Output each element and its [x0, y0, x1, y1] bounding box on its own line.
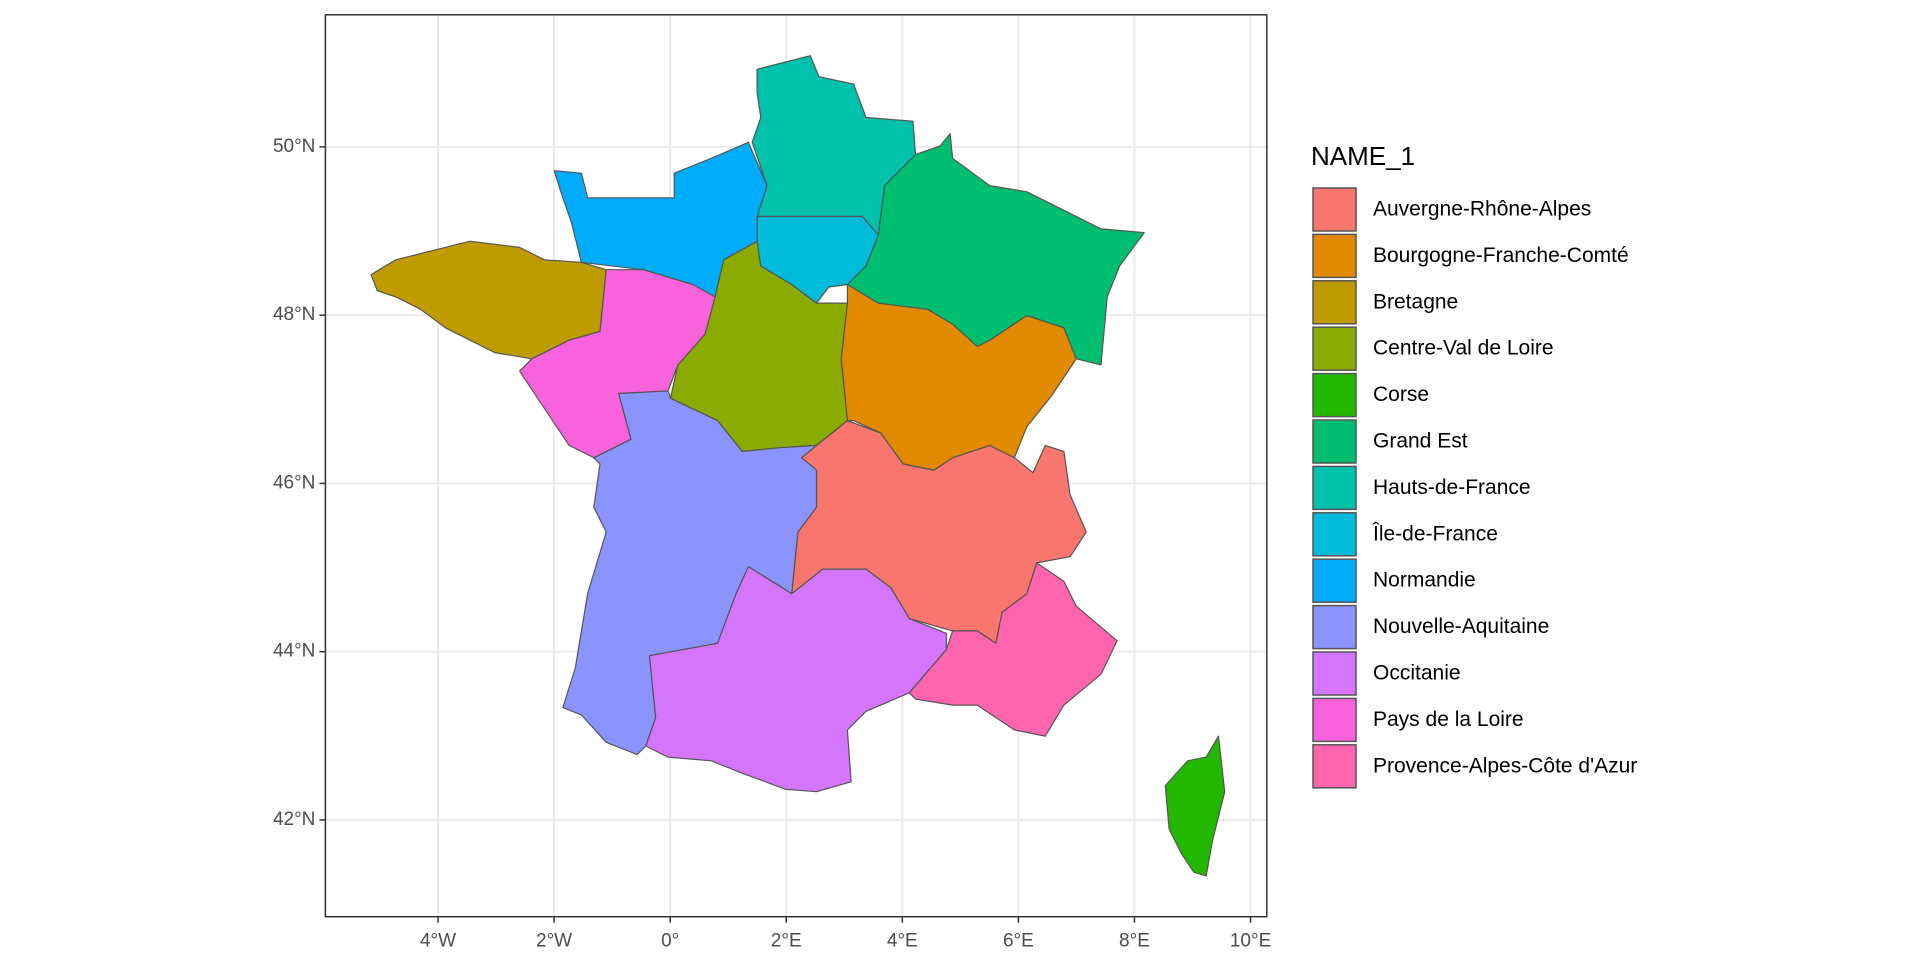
legend-label: Île-de-France: [1372, 522, 1498, 545]
legend-key: [1312, 604, 1357, 650]
legend-label: Centre-Val de Loire: [1373, 337, 1554, 360]
legend-key: [1312, 326, 1357, 371]
x-tick-label: 6°E: [1003, 931, 1034, 952]
region: [908, 562, 1118, 737]
x-tick-label: 2°W: [536, 931, 572, 952]
y-tick-label: 44°N: [273, 641, 315, 662]
x-tick-label: 4°E: [887, 931, 918, 952]
x-tick-label: 4°W: [420, 931, 456, 952]
legend-key: [1312, 697, 1357, 743]
legend-label: Normandie: [1373, 569, 1476, 592]
legend-key: [1312, 280, 1357, 325]
x-tick-label: 10°E: [1230, 931, 1271, 952]
legend-key: [1312, 558, 1357, 603]
panel-border: [324, 14, 1268, 918]
region: [518, 269, 716, 459]
y-tick-label: 50°N: [273, 136, 315, 157]
legend-label: Grand Est: [1373, 430, 1468, 453]
legend-label: Auvergne-Rhône-Alpes: [1373, 198, 1591, 221]
region: [645, 565, 948, 793]
region: [1164, 735, 1226, 877]
x-tick-label: 8°E: [1119, 931, 1150, 952]
x-tick-label: 0°: [661, 931, 679, 952]
legend-label: Corse: [1373, 383, 1429, 406]
legend-key: [1312, 187, 1357, 232]
legend-label: Pays de la Loire: [1373, 708, 1524, 731]
legend-key: [1312, 372, 1357, 418]
region: [553, 141, 768, 298]
legend-label: Nouvelle-Aquitaine: [1373, 615, 1549, 638]
legend-label: Bourgogne-Franche-Comté: [1373, 244, 1629, 267]
y-tick-label: 46°N: [273, 472, 315, 493]
legend-key: [1312, 744, 1357, 789]
x-tick-label: 2°E: [771, 931, 802, 952]
legend-label: Hauts-de-France: [1373, 476, 1531, 499]
region: [756, 215, 879, 304]
y-tick-label: 42°N: [273, 809, 315, 830]
legend-key: [1312, 651, 1357, 696]
y-tick-label: 48°N: [273, 304, 315, 325]
legend-key: [1312, 419, 1357, 464]
legend-label: Occitanie: [1373, 662, 1461, 685]
legend-label: Bretagne: [1373, 290, 1458, 313]
legend-key: [1312, 512, 1357, 557]
legend-label: Provence-Alpes-Côte d'Azur: [1373, 754, 1637, 777]
legend-key: [1312, 233, 1357, 279]
legend-key: [1312, 465, 1357, 511]
legend-title: NAME_1: [1311, 141, 1415, 171]
